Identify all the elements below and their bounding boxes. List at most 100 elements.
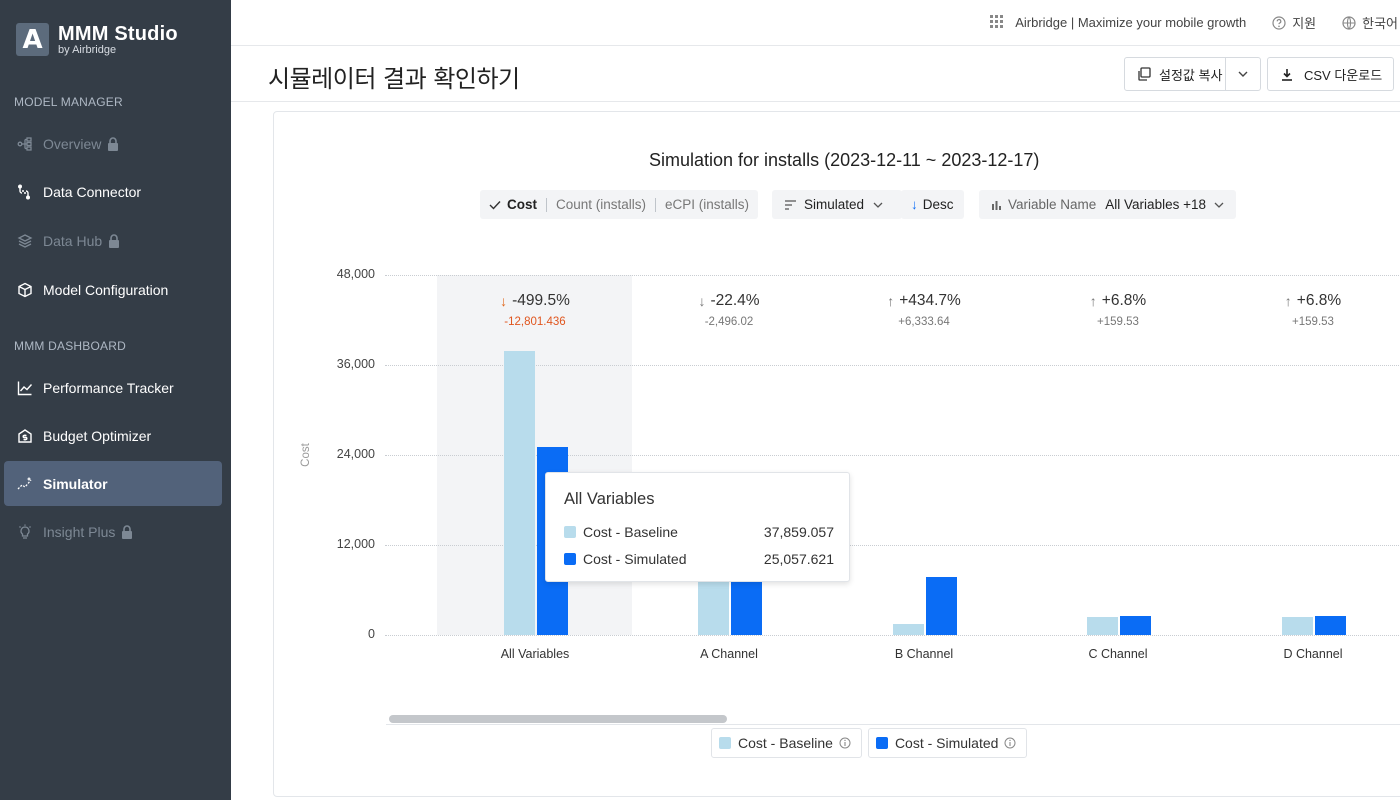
layers-icon bbox=[17, 233, 33, 249]
sidebar-item-label: Budget Optimizer bbox=[43, 427, 152, 444]
arrow-down-icon: ↓ bbox=[911, 197, 918, 212]
bar-simulated-c-channel[interactable] bbox=[1120, 616, 1151, 635]
bar-simulated-b-channel[interactable] bbox=[926, 576, 957, 635]
bar-baseline-c-channel[interactable] bbox=[1087, 617, 1118, 635]
x-tick-label: D Channel bbox=[1283, 647, 1343, 661]
check-icon bbox=[489, 200, 501, 210]
sidebar-item-label: Data Connector bbox=[43, 183, 142, 200]
metric-label: Cost bbox=[507, 197, 537, 212]
metric-label: eCPI (installs) bbox=[665, 197, 750, 212]
sidebar-item-label: Model Configuration bbox=[43, 281, 169, 298]
metric-selector: Cost Count (installs) eCPI (installs) bbox=[480, 190, 759, 219]
variable-filter-dropdown[interactable]: Variable Name All Variables +18 bbox=[979, 190, 1236, 219]
scrollbar-thumb[interactable] bbox=[389, 715, 727, 723]
y-tick-label: 0 bbox=[368, 627, 375, 641]
section-title-model-manager: MODEL MANAGER bbox=[14, 95, 123, 109]
sidebar-item-data-connector[interactable]: Data Connector bbox=[4, 169, 222, 214]
metric-option-ecpi[interactable]: eCPI (installs) bbox=[656, 190, 758, 219]
gridline bbox=[385, 635, 1400, 636]
bar-baseline-d-channel[interactable] bbox=[1282, 617, 1313, 635]
sidebar-item-data-hub[interactable]: Data Hub bbox=[4, 218, 222, 263]
gridline bbox=[385, 365, 1400, 366]
delta-absolute: -2,496.02 bbox=[704, 316, 754, 328]
sidebar-item-label: Data Hub bbox=[43, 232, 103, 249]
csv-download-button[interactable]: CSV 다운로드 bbox=[1267, 57, 1394, 91]
arrow-up-icon: ↑ bbox=[1284, 293, 1292, 309]
logo-mark: A bbox=[16, 23, 49, 56]
sort-field-dropdown[interactable]: Simulated bbox=[772, 190, 903, 219]
arrow-down-icon: ↓ bbox=[698, 293, 706, 309]
tooltip-title: All Variables bbox=[564, 490, 655, 508]
x-tick-label: B Channel bbox=[894, 647, 954, 661]
metric-label: Count (installs) bbox=[556, 197, 647, 212]
simulation-chart-card: Simulation for installs (2023-12-11 ~ 20… bbox=[273, 111, 1400, 797]
tooltip-row-value: 37,859.057 bbox=[763, 524, 834, 540]
legend-label: Cost - Baseline bbox=[738, 735, 833, 751]
variable-filter-value: All Variables +18 bbox=[1105, 197, 1206, 212]
legend-item-baseline[interactable]: Cost - Baseline bbox=[711, 728, 862, 758]
sort-order-toggle[interactable]: ↓ Desc bbox=[901, 190, 964, 219]
sidebar-item-overview[interactable]: Overview bbox=[4, 121, 222, 166]
delta-label: ↓ -22.4% -2,496.02 bbox=[649, 292, 809, 328]
delta-label: ↑ +6.8% +159.53 bbox=[1038, 292, 1198, 328]
tooltip-row-value: 25,057.621 bbox=[763, 551, 834, 567]
sparkle-chart-icon bbox=[17, 476, 33, 492]
metric-option-cost[interactable]: Cost bbox=[480, 190, 546, 219]
arrow-up-icon: ↑ bbox=[1089, 293, 1097, 309]
copy-icon bbox=[1138, 67, 1151, 81]
bar-simulated-d-channel[interactable] bbox=[1315, 616, 1346, 635]
airbridge-link[interactable]: Airbridge | Maximize your mobile growth bbox=[990, 14, 1246, 31]
language-selector[interactable]: 한국어 bbox=[1342, 13, 1398, 32]
y-tick-label: 12,000 bbox=[336, 537, 375, 551]
arrow-up-icon: ↑ bbox=[887, 293, 895, 309]
support-link[interactable]: 지원 bbox=[1272, 13, 1316, 32]
chart-horizontal-scrollbar[interactable] bbox=[386, 713, 1400, 725]
info-icon[interactable] bbox=[1004, 737, 1016, 749]
sidebar-item-label: Overview bbox=[43, 135, 102, 152]
x-tick-label: A Channel bbox=[700, 647, 758, 661]
line-chart-icon bbox=[17, 380, 33, 396]
grid-icon bbox=[990, 14, 1009, 31]
y-axis-label: Cost bbox=[299, 443, 312, 467]
sidebar-item-insight-plus[interactable]: Insight Plus bbox=[4, 509, 222, 554]
sort-order-label: Desc bbox=[922, 197, 954, 212]
sidebar: A MMM Studio by Airbridge MODEL MANAGER … bbox=[0, 0, 231, 800]
chevron-down-icon bbox=[1238, 71, 1248, 77]
bar-baseline-all-variables[interactable] bbox=[504, 351, 535, 635]
sidebar-item-budget-optimizer[interactable]: Budget Optimizer bbox=[4, 413, 222, 458]
help-icon bbox=[1272, 15, 1286, 30]
app-subtitle: by Airbridge bbox=[58, 43, 117, 56]
legend-swatch bbox=[564, 553, 576, 565]
bar-baseline-b-channel[interactable] bbox=[893, 624, 924, 635]
y-tick-label: 36,000 bbox=[336, 357, 375, 371]
legend-swatch bbox=[875, 737, 888, 749]
delta-percent: -499.5% bbox=[512, 292, 570, 309]
info-icon[interactable] bbox=[839, 737, 851, 749]
arrow-down-icon: ↓ bbox=[500, 293, 508, 309]
sidebar-item-simulator[interactable]: Simulator bbox=[4, 461, 222, 506]
sidebar-item-model-configuration[interactable]: Model Configuration bbox=[4, 267, 222, 312]
y-tick-label: 48,000 bbox=[336, 267, 375, 281]
lock-icon bbox=[108, 233, 120, 248]
variable-filter-label: Variable Name bbox=[1008, 197, 1097, 212]
copy-settings-dropdown[interactable] bbox=[1226, 71, 1260, 77]
globe-icon bbox=[1342, 15, 1356, 30]
sidebar-item-label: Performance Tracker bbox=[43, 379, 174, 396]
copy-settings-button[interactable]: 설정값 복사 bbox=[1125, 58, 1226, 90]
page-title: 시뮬레이터 결과 확인하기 bbox=[268, 65, 520, 93]
sort-lines-icon bbox=[785, 199, 796, 210]
legend-swatch bbox=[719, 737, 731, 749]
legend-item-simulated[interactable]: Cost - Simulated bbox=[867, 728, 1028, 758]
section-title-mmm-dashboard: MMM DASHBOARD bbox=[14, 339, 126, 353]
delta-absolute: -12,801.436 bbox=[504, 316, 566, 328]
delta-percent: +6.8% bbox=[1296, 292, 1342, 309]
app-logo[interactable]: A MMM Studio by Airbridge bbox=[16, 23, 178, 56]
tooltip-row-baseline: Cost - Baseline 37,859.057 bbox=[564, 524, 834, 540]
legend-label: Cost - Simulated bbox=[894, 735, 999, 751]
sidebar-item-performance-tracker[interactable]: Performance Tracker bbox=[4, 365, 222, 410]
lock-icon bbox=[107, 136, 119, 151]
metric-option-count[interactable]: Count (installs) bbox=[547, 190, 655, 219]
chart-legend: Cost - Baseline Cost - Simulated bbox=[711, 728, 1033, 758]
sidebar-item-label: Simulator bbox=[43, 475, 108, 492]
gridline bbox=[385, 275, 1400, 276]
